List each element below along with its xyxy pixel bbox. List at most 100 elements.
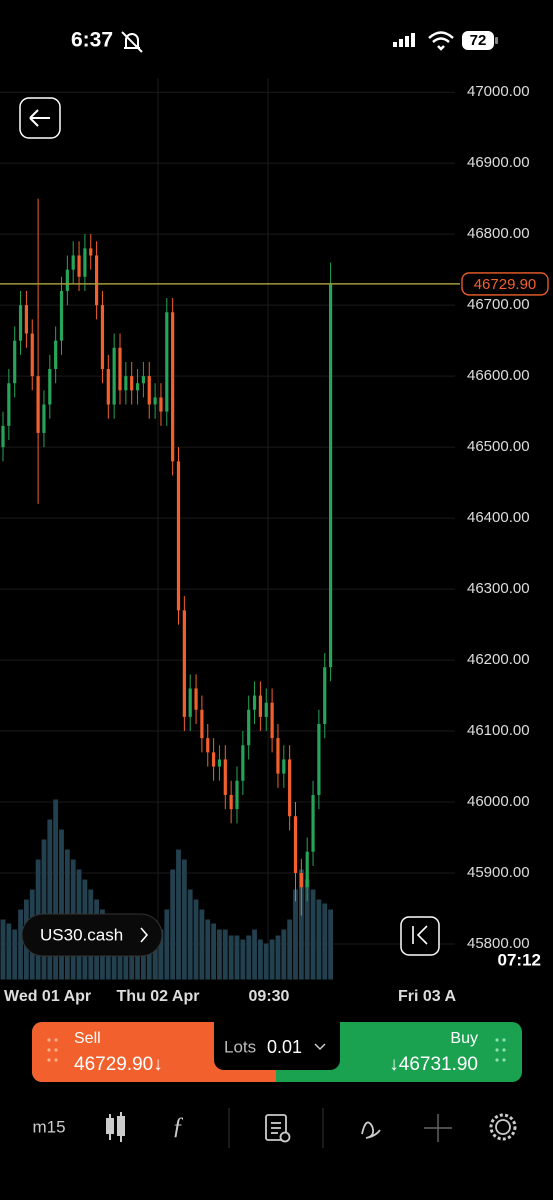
crosshair-button[interactable] <box>424 1114 452 1142</box>
candle-body <box>54 340 58 370</box>
x-tick-label: Fri 03 A <box>398 988 457 1005</box>
candle-body <box>206 738 210 753</box>
volume-bar <box>6 923 12 980</box>
status-time: 6:37 <box>71 29 113 52</box>
bell-off-icon <box>121 31 143 53</box>
volume-bar <box>222 929 228 980</box>
settings-button[interactable] <box>489 1113 517 1141</box>
candle-body <box>212 752 216 767</box>
bar-countdown: 07:12 <box>498 950 541 969</box>
y-tick-label: 46300.00 <box>467 580 530 597</box>
volume-bar <box>199 909 205 980</box>
volume-bar <box>146 939 152 980</box>
candle-body <box>59 290 64 341</box>
candle-body <box>182 610 186 717</box>
y-tick-label: 47000.00 <box>467 83 530 100</box>
candle-body <box>100 305 105 370</box>
buy-price: ↓46731.90 <box>389 1054 478 1075</box>
chevron <box>140 927 149 943</box>
orders-button[interactable] <box>265 1114 291 1143</box>
volume-bar <box>41 839 47 980</box>
volume-bar <box>193 899 199 980</box>
volume-bar <box>263 943 269 980</box>
volume-bar <box>298 869 304 980</box>
volume-bar <box>281 929 287 980</box>
candle-body <box>200 709 204 739</box>
volume-bar <box>234 935 240 980</box>
price-axis: 45800.00 45900.00 46000.00 46100.00 46200.00… <box>0 83 549 952</box>
battery-icon <box>462 31 494 50</box>
candle-body <box>223 759 227 795</box>
candle-body <box>305 851 309 888</box>
y-tick-label: 46700.00 <box>467 296 530 313</box>
lots-label: Lots <box>224 1037 256 1056</box>
candle-body <box>71 255 75 270</box>
volume-bar <box>53 799 59 980</box>
y-tick-label: 46800.00 <box>467 225 530 242</box>
volume-bar <box>12 929 18 980</box>
lots-chevron <box>314 1043 326 1051</box>
candle-body <box>217 759 222 767</box>
grid <box>0 91 455 945</box>
volume-bar <box>141 939 146 980</box>
volume-bar <box>328 909 333 980</box>
scroll-latest-icon <box>412 925 428 945</box>
candle-body <box>77 255 81 277</box>
symbol-chip[interactable] <box>21 913 163 957</box>
timeframe-button[interactable]: m15 <box>32 1117 65 1136</box>
candle-body <box>141 376 145 384</box>
candle-body <box>106 369 110 405</box>
candle-body <box>264 702 268 717</box>
battery-level: 72 <box>470 32 487 49</box>
y-tick-label: 46200.00 <box>467 651 530 668</box>
drawing-button[interactable] <box>361 1121 381 1139</box>
candle-body <box>65 269 69 291</box>
y-tick-label: 45800.00 <box>467 935 530 952</box>
volume-bar <box>135 935 140 980</box>
volume-bar <box>293 889 298 980</box>
candle-body <box>323 667 327 724</box>
volume-bar <box>158 929 164 980</box>
candle-layer <box>1 198 333 916</box>
volume-bar <box>181 859 187 980</box>
x-tick-label: Thu 02 Apr <box>117 988 200 1005</box>
candle-body <box>299 873 303 888</box>
volume-bar <box>170 869 176 980</box>
candle-body <box>153 397 157 405</box>
candle-body <box>194 688 198 710</box>
volume-bar <box>59 829 64 980</box>
volume-bar <box>18 909 23 980</box>
y-tick-label: 45900.00 <box>467 864 530 881</box>
buy-label: Buy <box>450 1030 478 1047</box>
volume-bar <box>47 819 53 980</box>
candle-body <box>159 397 163 412</box>
y-tick-label: 46400.00 <box>467 509 530 526</box>
candle-body <box>30 333 34 377</box>
sell-price: 46729.90↓ <box>74 1054 163 1075</box>
volume-bar <box>269 939 275 980</box>
volume-bar <box>205 919 211 980</box>
symbol-name: US30.cash <box>40 925 123 944</box>
volume-bar <box>258 939 263 980</box>
price-label-box <box>461 272 549 296</box>
y-tick-label: 46500.00 <box>467 438 530 455</box>
volume-bar <box>176 849 181 980</box>
volume-bar <box>287 919 293 980</box>
candle-body <box>36 376 40 433</box>
volume-bar <box>275 935 281 980</box>
candle-body <box>124 376 128 391</box>
candle-body <box>42 404 46 433</box>
x-tick-label: 09:30 <box>249 988 290 1005</box>
price-label: 46729.90 <box>474 276 537 293</box>
candle-body <box>89 248 93 256</box>
lots-box[interactable] <box>214 1022 340 1070</box>
volume-bar <box>228 935 234 980</box>
volume-bar <box>152 943 158 980</box>
y-tick-label: 46100.00 <box>467 722 530 739</box>
indicators-button[interactable]: ƒ <box>172 1114 184 1140</box>
lots-value: 0.01 <box>267 1037 302 1057</box>
candle-type-button[interactable] <box>106 1112 125 1142</box>
y-tick-label: 46600.00 <box>467 367 530 384</box>
